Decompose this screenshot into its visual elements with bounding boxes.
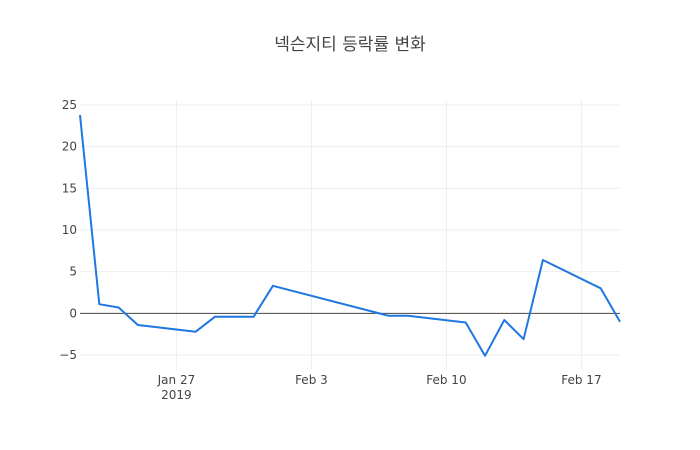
y-tick-label: −5 — [59, 348, 77, 362]
x-gridlines — [175, 100, 582, 370]
series-group — [79, 114, 621, 357]
x-tick-label: Feb 10 — [426, 373, 466, 387]
y-tick-label: 5 — [69, 265, 77, 279]
chart-title: 넥슨지티 등락률 변화 — [274, 35, 426, 55]
y-gridlines — [80, 104, 620, 356]
y-tick-label: 25 — [62, 98, 77, 112]
series-line — [79, 114, 621, 357]
x-tick-label: Jan 27 — [157, 373, 196, 387]
x-tick-sublabel: 2019 — [161, 388, 192, 402]
y-tick-label: 10 — [62, 223, 77, 237]
y-tick-labels: 25 20 15 10 5 0 −5 — [59, 98, 77, 362]
x-tick-label: Feb 17 — [561, 373, 601, 387]
y-tick-label: 20 — [62, 140, 77, 154]
x-tick-label: Feb 3 — [295, 373, 328, 387]
y-tick-label: 15 — [62, 181, 77, 195]
y-tick-label: 0 — [69, 306, 77, 320]
